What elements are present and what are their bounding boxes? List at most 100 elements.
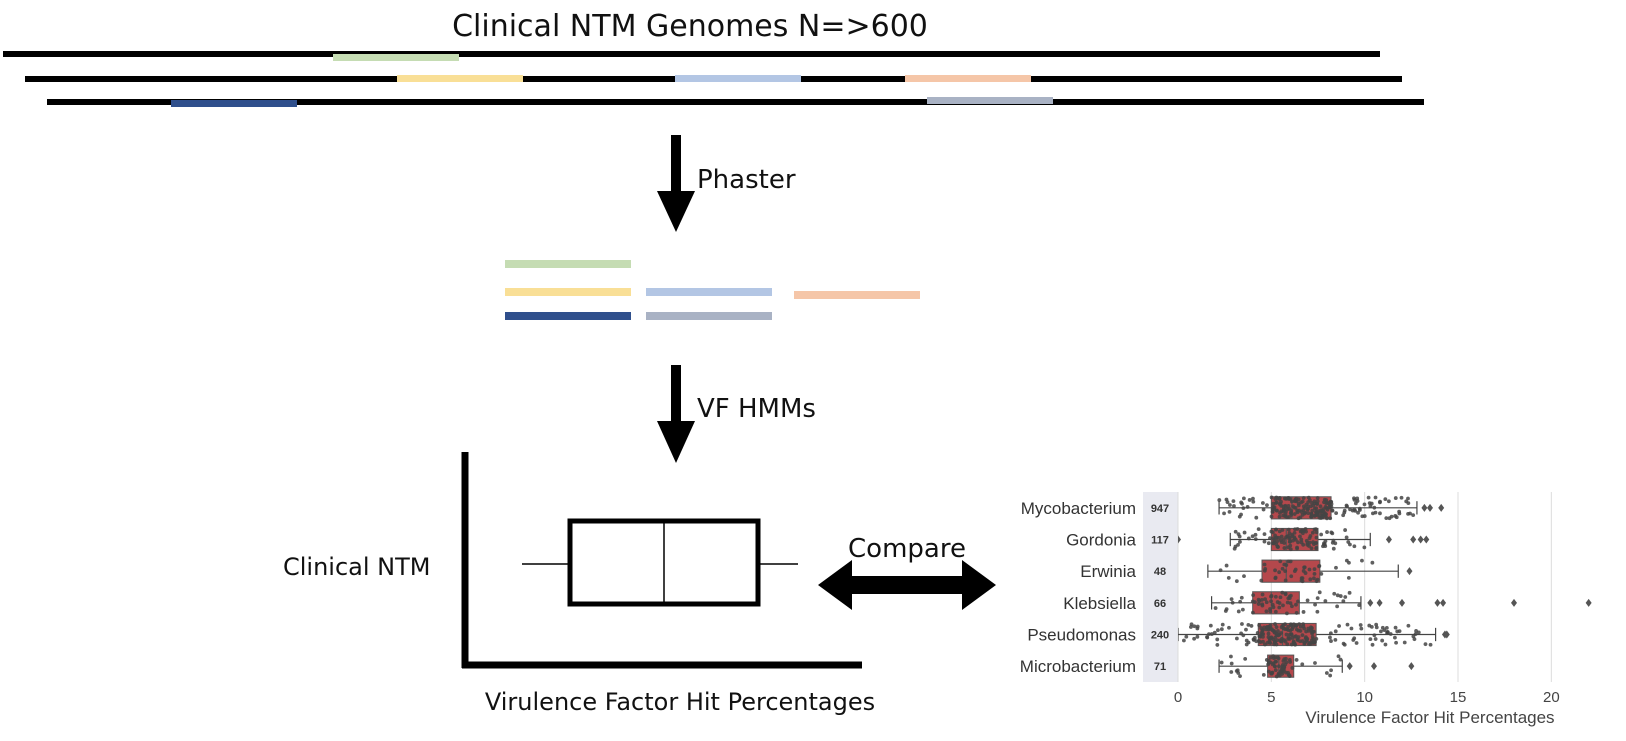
point <box>1275 629 1280 633</box>
point <box>1209 632 1214 636</box>
point <box>1314 636 1319 641</box>
point <box>1328 631 1333 636</box>
point <box>1382 628 1387 633</box>
point <box>1277 673 1282 678</box>
point <box>1303 527 1308 531</box>
schematic-xlabel: Virulence Factor Hit Percentages <box>485 688 875 716</box>
point <box>1306 504 1310 509</box>
point <box>1312 576 1316 581</box>
point <box>1269 514 1274 519</box>
outlier-microbacterium <box>1371 662 1377 671</box>
point <box>1189 622 1194 627</box>
outlier-gordonia <box>1178 535 1181 544</box>
outlier-klebsiella <box>1434 598 1441 607</box>
point <box>1388 632 1393 636</box>
point <box>1286 545 1291 550</box>
point <box>1328 505 1332 510</box>
point <box>1344 503 1349 508</box>
point <box>1317 590 1322 595</box>
point <box>1313 602 1317 607</box>
point <box>1274 500 1279 505</box>
extracted-peach <box>794 291 920 299</box>
point <box>1300 512 1305 517</box>
point <box>1260 603 1265 608</box>
point <box>1334 511 1339 516</box>
point <box>1231 499 1236 504</box>
point <box>1224 563 1229 568</box>
point <box>1389 514 1394 519</box>
point <box>1310 508 1315 513</box>
point <box>1277 514 1282 519</box>
point <box>1243 656 1248 661</box>
point <box>1280 528 1285 532</box>
count-label-erwinia: 48 <box>1154 566 1166 578</box>
outlier-klebsiella <box>1440 598 1447 607</box>
point <box>1284 660 1289 665</box>
outlier-pseudomonas <box>1443 630 1450 639</box>
point <box>1293 498 1298 502</box>
point <box>1245 505 1250 509</box>
point <box>1269 593 1274 598</box>
schematic-axes <box>461 452 862 669</box>
point <box>1299 537 1304 542</box>
point <box>1331 546 1336 551</box>
compare-label: Compare <box>848 534 966 564</box>
point <box>1315 496 1320 500</box>
outlier-mycobacterium <box>1421 503 1428 512</box>
point <box>1294 611 1299 615</box>
point <box>1302 565 1306 570</box>
point <box>1273 568 1277 573</box>
point <box>1416 630 1421 635</box>
point <box>1290 627 1294 632</box>
point <box>1290 534 1295 539</box>
point <box>1217 498 1222 502</box>
point <box>1273 668 1278 672</box>
point <box>1311 503 1316 508</box>
category-label-gordonia: Gordonia <box>1066 531 1136 550</box>
point <box>1286 637 1291 641</box>
segment-peach <box>905 75 1031 82</box>
point <box>1275 539 1280 544</box>
point <box>1249 624 1254 628</box>
point <box>1338 594 1343 598</box>
point <box>1292 530 1297 535</box>
segment-light-blue <box>675 75 801 82</box>
outlier-microbacterium <box>1346 662 1353 671</box>
point <box>1237 534 1242 539</box>
point <box>1297 508 1302 513</box>
point <box>1303 510 1308 515</box>
point <box>1300 579 1305 584</box>
point <box>1260 501 1265 505</box>
point <box>1294 627 1299 632</box>
point <box>1286 533 1291 538</box>
point <box>1346 575 1351 580</box>
point <box>1234 636 1239 641</box>
point <box>1259 578 1264 583</box>
compare-double-arrow <box>818 560 996 610</box>
point <box>1351 638 1356 642</box>
vf-boxplot-chart: Mycobacterium 947 Gordonia 117 Erwinia 48 Kleb… <box>1020 492 1592 727</box>
point <box>1273 594 1278 599</box>
point <box>1287 596 1292 601</box>
point <box>1195 626 1200 631</box>
point <box>1357 603 1362 608</box>
point <box>1344 535 1349 540</box>
point <box>1320 509 1325 513</box>
point <box>1299 500 1304 505</box>
point <box>1266 669 1271 674</box>
point <box>1268 655 1273 660</box>
point <box>1212 630 1217 635</box>
point <box>1379 629 1383 634</box>
point <box>1287 539 1292 544</box>
point <box>1268 623 1273 628</box>
point <box>1304 638 1309 643</box>
count-label-gordonia: 117 <box>1151 535 1169 547</box>
point <box>1274 659 1278 664</box>
point <box>1258 640 1263 645</box>
point <box>1283 656 1288 661</box>
category-label-erwinia: Erwinia <box>1080 562 1136 581</box>
point <box>1305 507 1310 512</box>
point <box>1295 638 1300 643</box>
extracted-segments <box>505 260 920 320</box>
